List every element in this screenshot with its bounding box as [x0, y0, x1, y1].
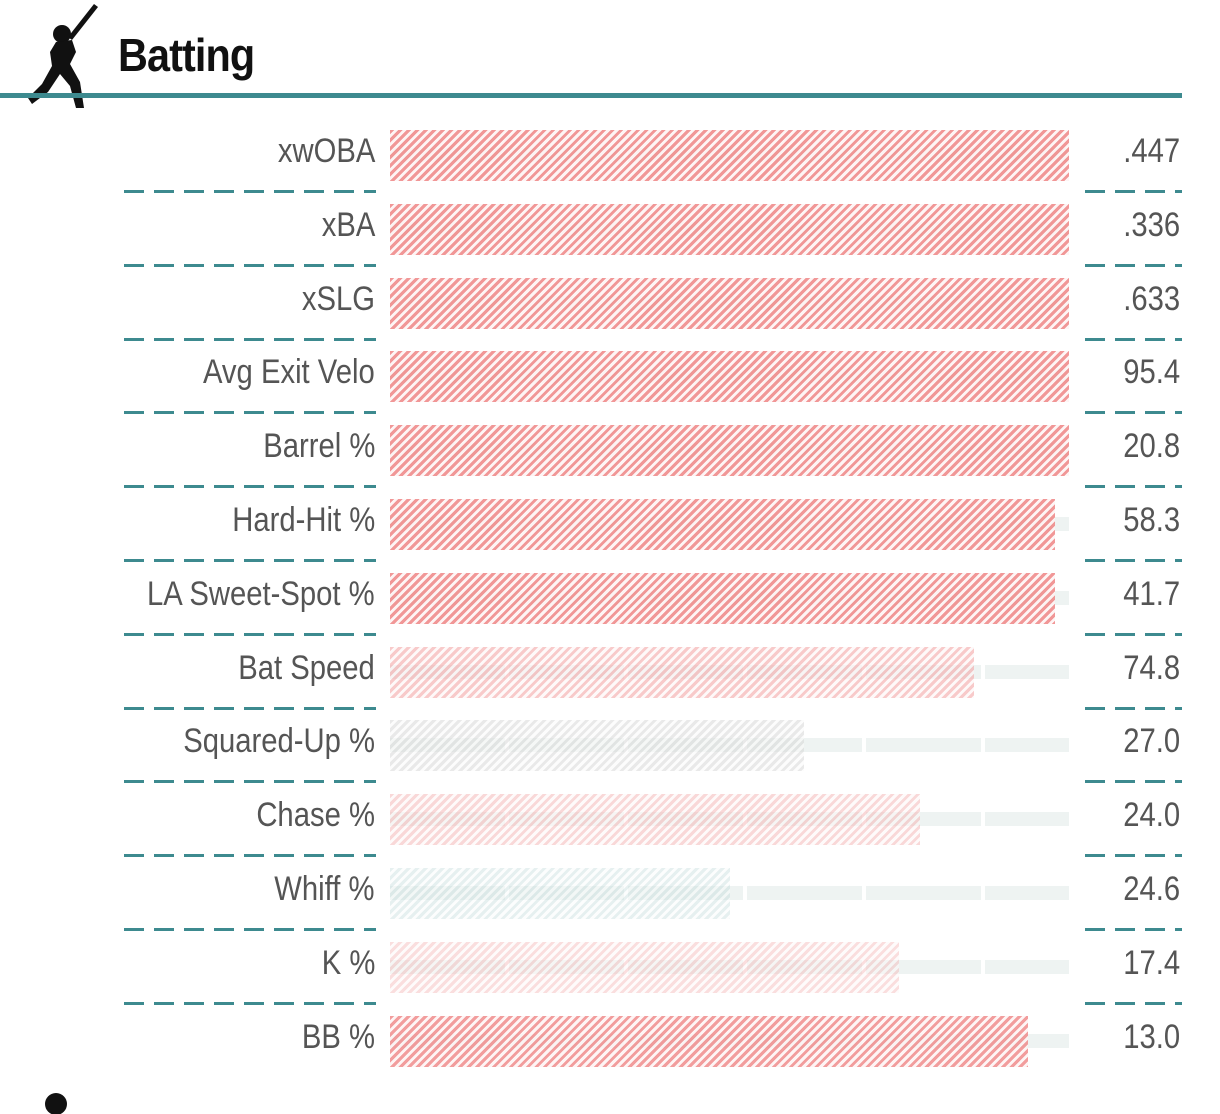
- stat-label: Avg Exit Velo: [203, 353, 375, 392]
- percentile-bar: [390, 868, 730, 919]
- row-divider-left: [124, 928, 376, 931]
- stat-label: Whiff %: [274, 870, 375, 908]
- stat-row: Hard-Hit % 58.3: [0, 487, 1220, 562]
- row-divider-left: [124, 190, 376, 193]
- stat-label: Squared-Up %: [183, 722, 375, 761]
- stat-row: xBA .336: [0, 192, 1220, 267]
- stat-row: Bat Speed 74.8: [0, 635, 1220, 710]
- stat-row: Whiff % 24.6: [0, 856, 1220, 931]
- percentile-bar: [390, 794, 920, 846]
- row-divider-right: [1085, 559, 1182, 562]
- row-divider-left: [124, 559, 376, 562]
- stat-row: Chase % 24.0: [0, 782, 1220, 858]
- row-divider-left: [124, 706, 376, 710]
- stat-label: xBA: [321, 205, 375, 244]
- row-divider-right: [1085, 411, 1182, 415]
- stat-value: 95.4: [1123, 353, 1180, 392]
- stat-row: BB % 13.0: [0, 1004, 1220, 1078]
- stat-label: Barrel %: [262, 427, 375, 466]
- stat-value: .336: [1123, 205, 1180, 244]
- row-divider-right: [1085, 928, 1182, 931]
- percentile-bar: [390, 941, 899, 993]
- player-silhouette-icon: [45, 1093, 67, 1114]
- row-divider-right: [1085, 780, 1182, 784]
- stat-value: .447: [1123, 132, 1180, 170]
- stat-value: 74.8: [1123, 648, 1180, 687]
- stat-label: K %: [321, 943, 375, 982]
- stat-label: Hard-Hit %: [232, 501, 375, 539]
- stat-value: 58.3: [1123, 501, 1180, 539]
- percentile-bar: [390, 351, 1069, 403]
- stat-value: 17.4: [1123, 943, 1180, 982]
- percentile-bar: [390, 425, 1069, 477]
- stat-label: BB %: [301, 1017, 375, 1056]
- row-divider-right: [1085, 190, 1182, 193]
- stat-label: LA Sweet-Spot %: [147, 574, 375, 613]
- stat-row: Avg Exit Velo 95.4: [0, 339, 1220, 415]
- stat-label: xwOBA: [277, 132, 375, 170]
- percentile-bar: [390, 720, 804, 772]
- row-divider-left: [124, 1001, 376, 1005]
- stat-row: Barrel % 20.8: [0, 413, 1220, 489]
- percentile-bar: [390, 130, 1069, 181]
- row-divider-right: [1085, 706, 1182, 710]
- row-divider-left: [124, 632, 376, 636]
- stat-value: 20.8: [1123, 427, 1180, 466]
- row-divider-left: [124, 780, 376, 784]
- row-divider-right: [1085, 337, 1182, 341]
- stat-row: Squared-Up % 27.0: [0, 708, 1220, 784]
- percentile-bar: [390, 203, 1069, 255]
- stat-label: Bat Speed: [238, 648, 375, 687]
- batting-header: Batting: [0, 0, 1220, 110]
- stat-value: 41.7: [1123, 574, 1180, 613]
- percentile-track: [390, 959, 1069, 974]
- row-divider-right: [1085, 263, 1182, 267]
- row-divider-left: [124, 411, 376, 415]
- stat-row: K % 17.4: [0, 930, 1220, 1005]
- header-rule: [0, 93, 1182, 98]
- percentile-bar: [390, 499, 1055, 550]
- percentile-bar: [390, 572, 1055, 624]
- row-divider-left: [124, 854, 376, 858]
- row-divider-left: [124, 263, 376, 267]
- stat-row: LA Sweet-Spot % 41.7: [0, 561, 1220, 636]
- stat-value: 24.0: [1123, 796, 1180, 835]
- batter-silhouette-icon: [20, 4, 98, 108]
- row-divider-left: [124, 337, 376, 341]
- percentile-bar: [390, 277, 1069, 329]
- row-divider-left: [124, 485, 376, 489]
- stat-row: xwOBA .447: [0, 118, 1220, 193]
- stat-value: 24.6: [1123, 870, 1180, 908]
- percentile-bar: [390, 646, 974, 698]
- stat-row: xSLG .633: [0, 266, 1220, 341]
- stat-value: 27.0: [1123, 722, 1180, 761]
- row-divider-right: [1085, 485, 1182, 489]
- stat-value: 13.0: [1123, 1017, 1180, 1056]
- section-title: Batting: [118, 29, 255, 81]
- row-divider-right: [1085, 854, 1182, 858]
- percentile-bar: [390, 1015, 1028, 1067]
- percentile-track: [390, 886, 1069, 900]
- stat-value: .633: [1123, 279, 1180, 318]
- row-divider-right: [1085, 1001, 1182, 1005]
- stat-label: xSLG: [301, 279, 375, 318]
- stat-label: Chase %: [256, 796, 375, 835]
- row-divider-right: [1085, 632, 1182, 636]
